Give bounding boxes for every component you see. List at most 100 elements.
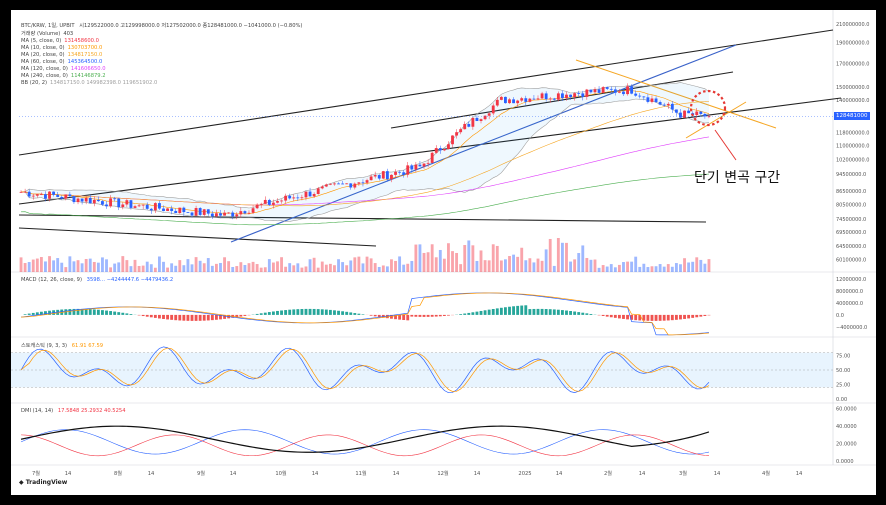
- candle-body: [292, 197, 296, 199]
- candle-body: [105, 204, 108, 207]
- macd-tick-label: 4000000.0: [836, 301, 863, 307]
- volume-bar: [186, 259, 190, 272]
- macd-histogram-bar: [434, 314, 438, 317]
- volume-bar: [31, 259, 35, 272]
- volume-bar: [219, 262, 222, 272]
- volume-bar: [394, 260, 397, 272]
- macd-histogram-bar: [556, 309, 560, 315]
- dmi-tick-label: 0.0000: [836, 459, 854, 465]
- candle-body: [573, 93, 577, 98]
- legend-row[interactable]: MA (240, close, 0) 114146879.2: [21, 73, 106, 80]
- legend-row[interactable]: MA (60, close, 0) 145364500.0: [21, 59, 102, 66]
- volume-bar: [333, 265, 336, 272]
- time-tick-label: 14: [796, 471, 803, 477]
- macd-histogram-bar: [577, 312, 581, 315]
- volume-bar: [316, 267, 320, 272]
- volume-bar: [634, 256, 638, 272]
- volume-bar: [463, 245, 467, 272]
- macd-signal-line: [21, 292, 709, 336]
- macd-histogram-bar: [487, 309, 491, 315]
- macd-histogram-bar: [695, 314, 699, 318]
- time-tick-label: 8월: [114, 469, 122, 477]
- candle-body: [149, 208, 153, 211]
- volume-bar: [202, 263, 206, 272]
- macd-histogram-bar: [194, 314, 198, 321]
- legend-label: 거래량 (Volume): [21, 31, 61, 37]
- ma10-line: [20, 90, 710, 215]
- macd-histogram-bar: [406, 314, 410, 321]
- legend-row[interactable]: MA (20, close, 0) 134817150.0: [21, 52, 102, 59]
- legend-row[interactable]: MA (5, close, 0) 131458600.0: [21, 38, 99, 45]
- candle-body: [186, 212, 190, 213]
- legend-label: MA (20, close, 0): [21, 52, 65, 58]
- legend-row[interactable]: 거래량 (Volume) 403: [21, 31, 73, 38]
- brand-logo: ◆ TradingView: [19, 479, 67, 486]
- macd-histogram-bar: [296, 309, 300, 315]
- time-tick-label: 12월: [437, 469, 449, 477]
- macd-histogram-bar: [361, 314, 365, 315]
- candle-body: [381, 171, 385, 179]
- volume-bar: [589, 259, 593, 272]
- macd-histogram-bar: [178, 314, 182, 321]
- volume-bar: [410, 260, 414, 272]
- volume-bar: [385, 266, 389, 272]
- macd-histogram-bar: [255, 313, 259, 315]
- macd-histogram-bar: [504, 307, 507, 315]
- volume-bar: [642, 263, 646, 272]
- candle-body: [153, 203, 157, 211]
- volume-bar: [231, 266, 235, 272]
- candle-body: [544, 93, 548, 100]
- dmi-tick-label: 20.0000: [836, 442, 857, 448]
- volume-bar: [117, 262, 121, 272]
- candle-body: [679, 112, 682, 118]
- legend-row[interactable]: BB (20, 2) 134817150.0 149982398.0 119651…: [21, 80, 157, 87]
- macd-histogram-bar: [540, 308, 544, 315]
- macd-histogram-bar: [617, 314, 621, 319]
- volume-bar: [601, 265, 605, 272]
- macd-histogram-bar: [92, 309, 96, 315]
- macd-histogram-bar: [691, 314, 695, 318]
- volume-bar: [447, 243, 450, 272]
- volume-bar: [650, 266, 654, 272]
- macd-histogram-bar: [418, 314, 422, 317]
- volume-bar: [426, 252, 430, 272]
- macd-histogram-bar: [654, 314, 658, 321]
- volume-bar: [414, 244, 418, 272]
- candle-body: [642, 96, 646, 98]
- volume-bar: [581, 245, 585, 272]
- candle-body: [60, 196, 64, 199]
- macd-histogram-bar: [524, 305, 528, 315]
- time-tick-label: 14: [556, 471, 563, 477]
- candle-body: [64, 194, 68, 199]
- candle-body: [622, 91, 625, 95]
- macd-histogram-bar: [447, 314, 450, 316]
- candle-body: [72, 196, 76, 203]
- candle-body: [589, 89, 593, 93]
- legend-row[interactable]: MA (10, close, 0) 130703700.0: [21, 45, 102, 52]
- candle-body: [426, 162, 430, 164]
- volume-bar: [390, 259, 393, 272]
- volume-bar: [320, 261, 324, 272]
- volume-bar: [695, 257, 699, 272]
- volume-bar: [349, 260, 353, 272]
- volume-bar: [312, 257, 316, 272]
- dmi-legend: DMI (14, 14) 17.5848 25.2932 40.5254: [21, 408, 126, 415]
- symbol-header: BTC/KRW, 1일, UPBIT 시129522000.0 고1299980…: [21, 23, 302, 30]
- macd-histogram-bar: [312, 308, 316, 315]
- annotation-text: 단기 변곡 구간: [694, 170, 781, 186]
- macd-histogram-bar: [109, 311, 113, 315]
- candle-body: [162, 208, 165, 212]
- candle-body: [556, 93, 560, 100]
- stoch-name: 스토캐스틱 (9, 3, 3): [21, 343, 68, 349]
- legend-row[interactable]: MA (120, close, 0) 141606650.0: [21, 66, 106, 73]
- macd-histogram-bar: [129, 314, 133, 315]
- legend-value: 145364500.0: [67, 59, 103, 65]
- macd-histogram-bar: [585, 313, 589, 315]
- volume-bar: [158, 256, 161, 272]
- candle-body: [373, 175, 377, 177]
- stoch-d-line: [20, 347, 710, 392]
- volume-bar: [263, 267, 267, 272]
- candle-body: [231, 212, 235, 217]
- candle-body: [585, 89, 589, 97]
- chart-svg[interactable]: 210000000.0 190000000.0 170000000.0 1500000…: [11, 10, 876, 495]
